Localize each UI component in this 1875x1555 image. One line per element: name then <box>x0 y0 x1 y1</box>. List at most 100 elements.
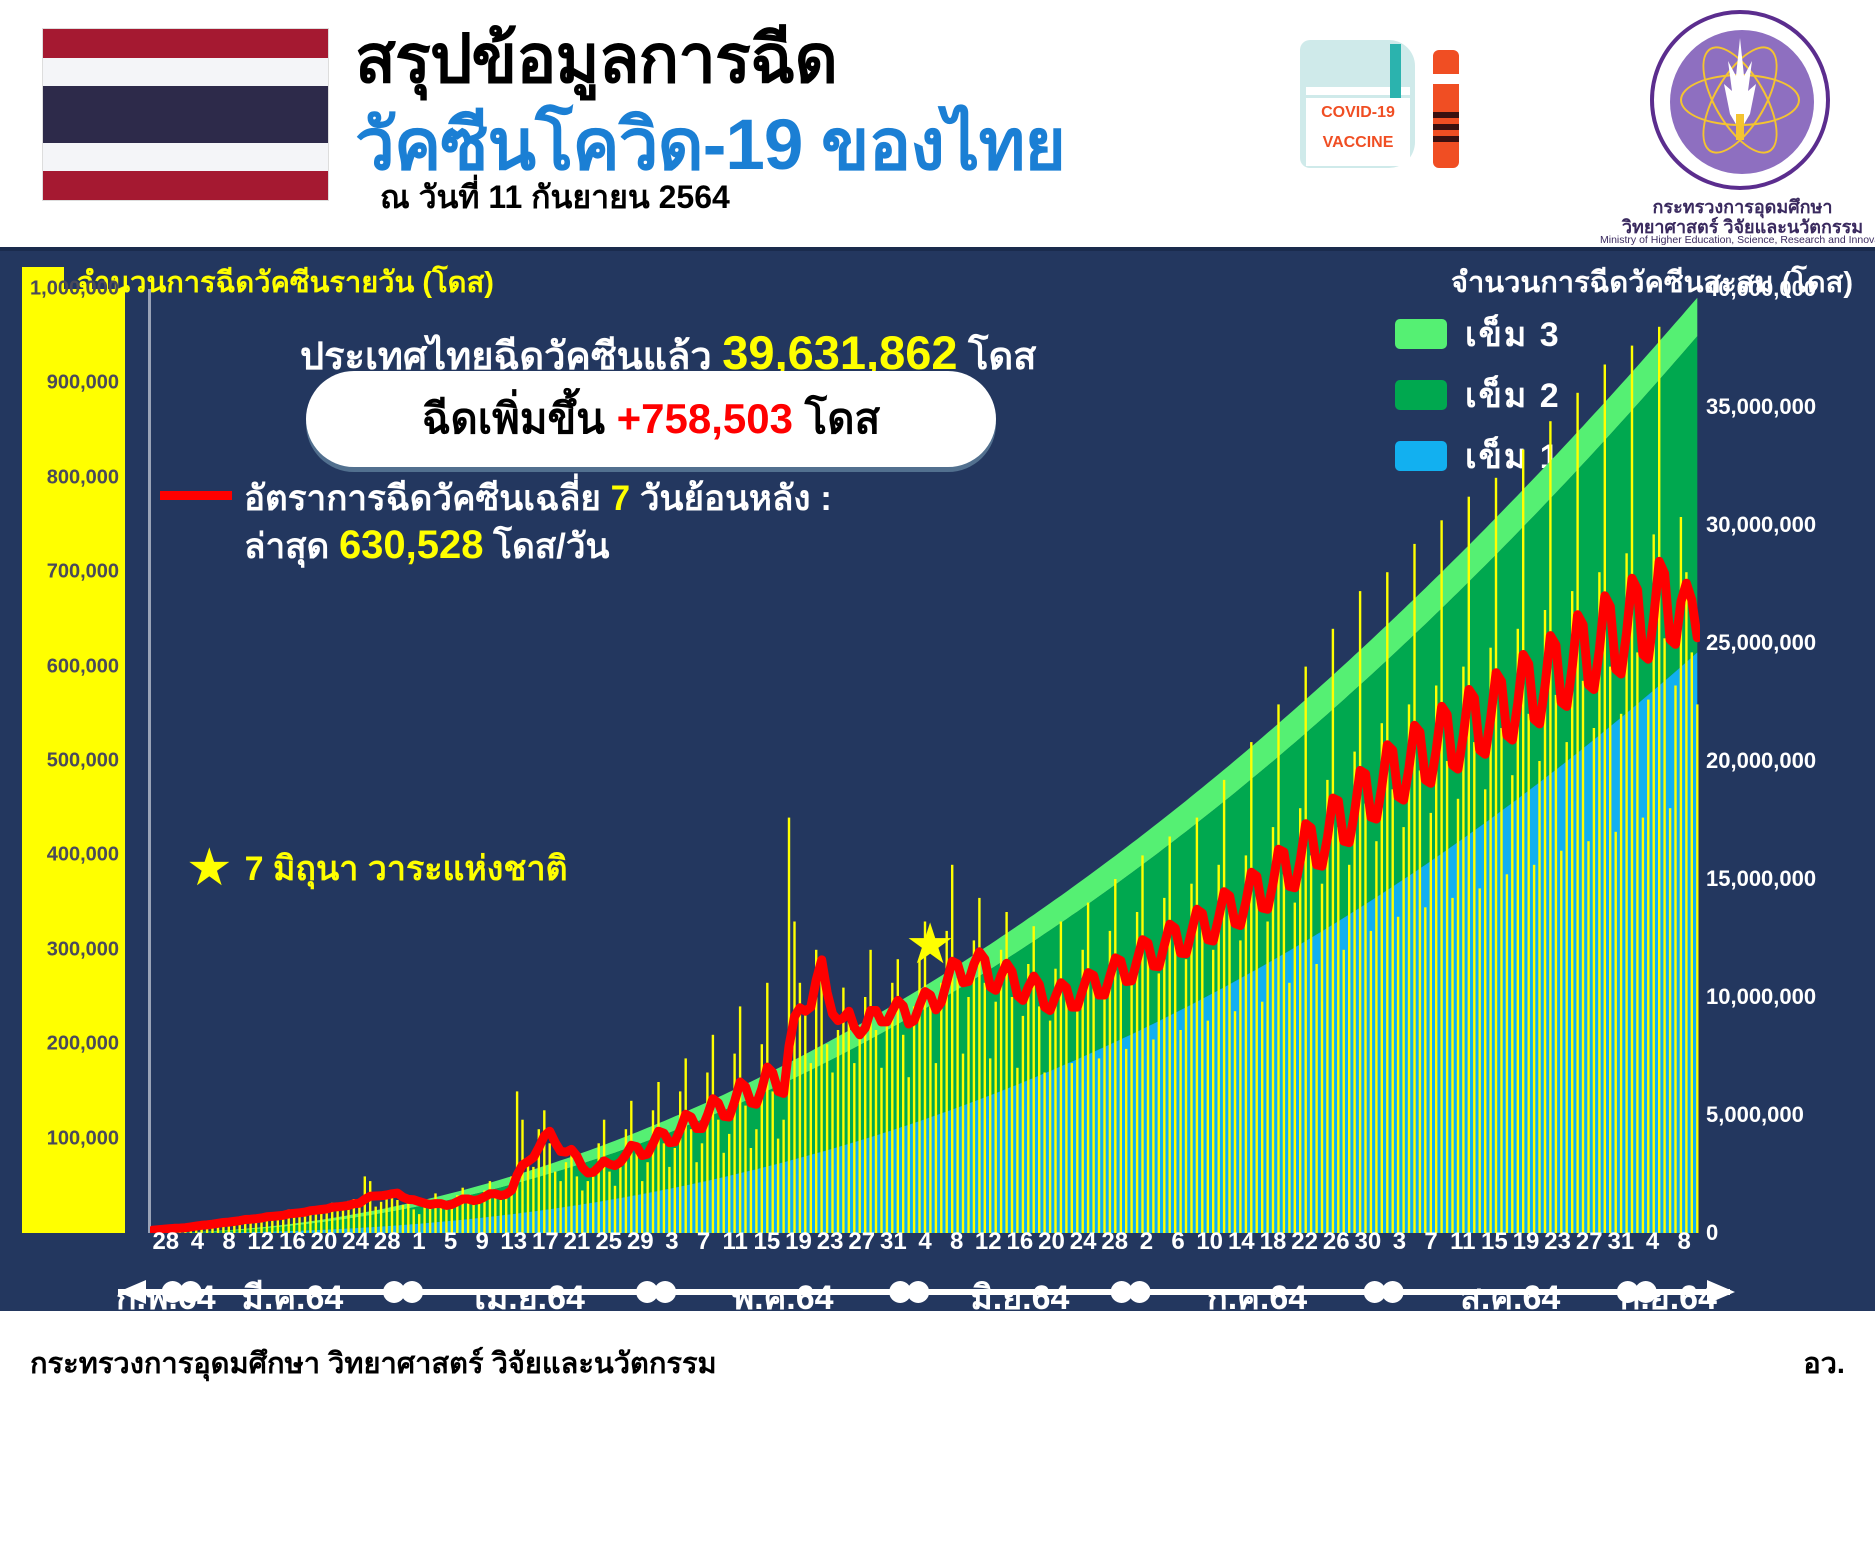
daily-dose-bar <box>951 864 954 1233</box>
daily-dose-bar <box>972 940 976 1233</box>
right-y-axis: 0 5,000,000 10,000,000 15,000,000 20,000,000… <box>1700 276 1875 1245</box>
avg-rate-line2: ล่าสุด 630,528 โดส/วัน <box>244 519 609 574</box>
daily-dose-bar <box>896 959 899 1233</box>
daily-dose-bar <box>684 1058 687 1233</box>
daily-dose-bar <box>1174 940 1177 1233</box>
daily-dose-bar <box>1391 789 1394 1233</box>
daily-dose-bar <box>820 978 823 1233</box>
x-axis-day-label: 23 <box>816 1228 844 1255</box>
left-axis-tick: 800,000 <box>46 466 119 489</box>
daily-dose-bar <box>303 1208 307 1233</box>
daily-dose-bar <box>1532 864 1536 1233</box>
daily-dose-bar <box>1462 666 1465 1233</box>
daily-dose-bar <box>923 921 927 1233</box>
month-boundary-dot <box>636 1281 659 1303</box>
daily-increase-callout: ฉีดเพิ่มขึ้น +758,503 โดส <box>306 371 996 467</box>
daily-dose-bar <box>706 1072 709 1233</box>
month-boundary-dot <box>1363 1281 1386 1303</box>
dose2-swatch <box>1395 380 1447 410</box>
x-axis-day-label: 31 <box>1607 1228 1635 1255</box>
daily-dose-bar <box>1696 704 1699 1233</box>
daily-dose-bar <box>244 1216 247 1233</box>
daily-dose-bar <box>1081 949 1084 1233</box>
x-axis-day-label: 24 <box>342 1228 369 1255</box>
daily-dose-bar <box>1386 572 1389 1233</box>
daily-dose-bar <box>1592 728 1596 1233</box>
daily-dose-bar <box>744 1105 747 1233</box>
right-axis-tick: 40,000,000 <box>1706 276 1817 301</box>
dose2-label: เข็ม 2 <box>1465 377 1561 415</box>
x-axis-day-label: 28 <box>152 1228 180 1255</box>
star-icon: ★ <box>186 839 233 897</box>
daily-dose-bar <box>407 1197 410 1233</box>
ministry-name-thai-2: วิทยาศาสตร์ วิจัยและนวัตกรรม <box>1621 217 1864 237</box>
dose3-label: เข็ม 3 <box>1465 316 1561 354</box>
x-axis-day-label: 6 <box>1171 1228 1185 1255</box>
cumulative-doses-legend: เข็ม 3 เข็ม 2 เข็ม 1 <box>1395 307 1561 490</box>
daily-dose-bar <box>902 1034 905 1233</box>
daily-dose-bar <box>559 1181 562 1233</box>
daily-dose-bar <box>1059 921 1063 1233</box>
daily-dose-bar <box>249 1219 252 1233</box>
daily-dose-bar <box>1658 326 1661 1233</box>
daily-dose-bar <box>488 1181 492 1233</box>
page-number-note: หน้า 3 ของ 15 หน้า <box>1614 1517 1857 1549</box>
increase-number: +758,503 <box>616 395 793 442</box>
daily-dose-bar <box>1565 742 1568 1233</box>
month-boundary-dot <box>1634 1281 1657 1303</box>
daily-dose-bar <box>1353 751 1356 1233</box>
daily-dose-bar <box>809 1063 812 1233</box>
left-axis-tick: 300,000 <box>46 938 119 961</box>
daily-dose-bar <box>929 1006 932 1233</box>
footer-organization-abbr: อว. <box>1803 1348 1845 1380</box>
daily-dose-bar <box>1315 964 1318 1233</box>
ministry-seal-icon <box>1650 10 1830 190</box>
seal-flame-icon <box>1724 38 1756 140</box>
daily-dose-bar <box>1625 553 1628 1233</box>
right-axis-tick: 5,000,000 <box>1706 1102 1804 1127</box>
left-axis-tick: 700,000 <box>46 560 119 583</box>
daily-dose-bar <box>1369 930 1373 1233</box>
daily-dose-bar <box>1516 628 1519 1233</box>
daily-dose-bar <box>831 1072 834 1233</box>
x-axis-day-label: 31 <box>880 1228 907 1255</box>
daily-dose-bar <box>1511 775 1514 1233</box>
daily-dose-bar <box>668 1166 671 1233</box>
ministry-name-english: Ministry of Higher Education, Science, R… <box>1600 234 1875 246</box>
axis-arrow-right <box>1707 1280 1735 1304</box>
daily-dose-bar <box>1581 680 1585 1233</box>
daily-dose-bar <box>461 1187 464 1233</box>
daily-dose-bar <box>1554 694 1558 1233</box>
x-axis-day-label: 20 <box>310 1228 338 1255</box>
daily-dose-bar <box>1048 1020 1052 1233</box>
daily-dose-bar <box>657 1082 660 1233</box>
avg-rate-unit: โดส/วัน <box>493 527 610 566</box>
daily-dose-bar <box>526 1157 530 1233</box>
daily-dose-bar <box>1097 1058 1101 1233</box>
daily-dose-bar <box>401 1204 405 1233</box>
daily-dose-bar <box>956 978 959 1233</box>
x-axis-day-label: 4 <box>190 1228 205 1255</box>
left-axis-tick: 600,000 <box>46 655 119 678</box>
daily-dose-bar <box>515 1091 519 1233</box>
daily-dose-bar <box>456 1195 459 1233</box>
x-axis-day-label: 11 <box>722 1228 748 1255</box>
x-axis-month-label: ส.ค.64 <box>1460 1279 1561 1317</box>
daily-dose-bar <box>1413 543 1416 1233</box>
daily-dose-bar <box>1549 421 1552 1233</box>
x-axis-day-label: 25 <box>595 1228 623 1255</box>
x-axis-month-label: พ.ค.64 <box>731 1279 834 1317</box>
daily-dose-bar <box>483 1190 486 1233</box>
daily-dose-bar <box>586 1181 589 1233</box>
daily-dose-bar <box>347 1200 350 1233</box>
daily-dose-bar <box>646 1162 649 1233</box>
x-axis-day-label: 14 <box>1227 1228 1255 1255</box>
daily-dose-bar <box>581 1190 584 1233</box>
daily-dose-bar <box>1179 1030 1182 1233</box>
daily-dose-bar <box>1337 827 1340 1233</box>
daily-dose-bar <box>1630 345 1634 1233</box>
daily-dose-bar <box>1527 713 1530 1233</box>
daily-dose-bar <box>1282 874 1286 1233</box>
x-axis-day-label: 19 <box>1512 1228 1540 1255</box>
daily-dose-bar <box>314 1210 318 1233</box>
